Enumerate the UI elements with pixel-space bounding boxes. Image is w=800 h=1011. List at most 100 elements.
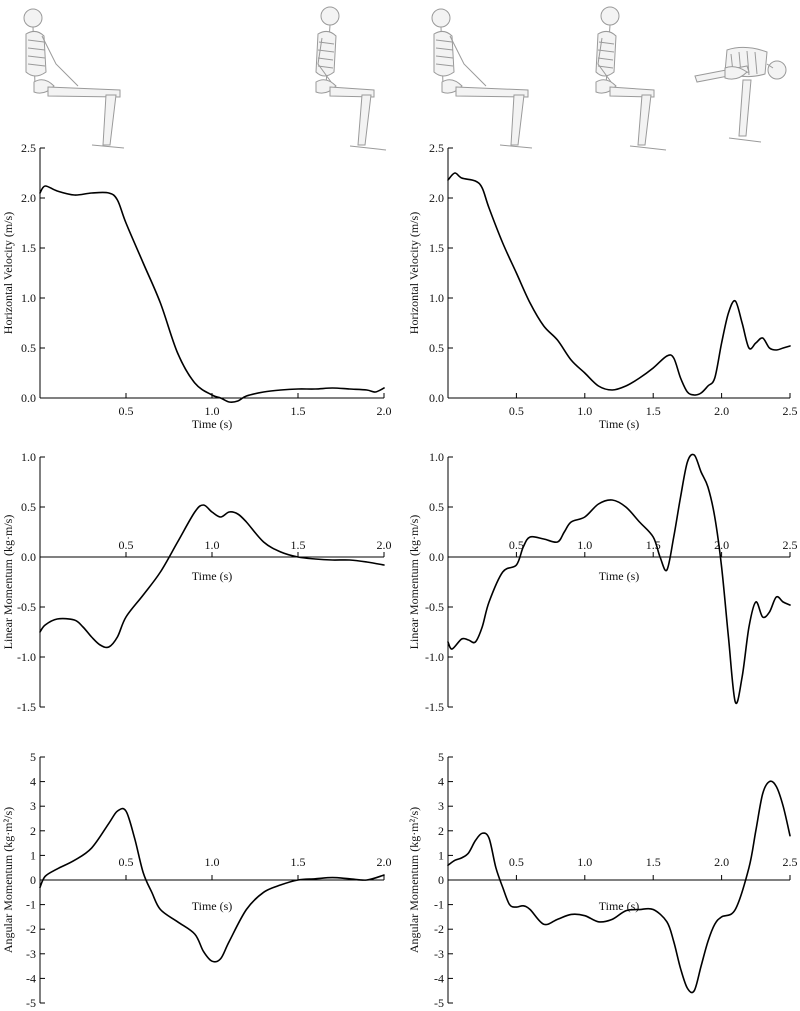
y-tick-label: 2.5 (429, 141, 444, 155)
y-tick-label: 0.0 (429, 550, 444, 564)
y-tick-label: -5 (434, 996, 444, 1010)
x-axis-title: Time (s) (599, 899, 640, 913)
x-tick-label: 0.5 (119, 855, 134, 869)
x-tick-label: 0.5 (509, 855, 524, 869)
y-tick-label: 1.5 (21, 241, 36, 255)
x-axis-title: Time (s) (192, 569, 233, 583)
x-tick-label: 1.5 (291, 538, 306, 552)
y-tick-label: 2.5 (21, 141, 36, 155)
x-tick-label: 1.0 (205, 855, 220, 869)
series-line (447, 780, 791, 994)
series-line (39, 504, 385, 649)
y-axis-title: Angular Momentum (kg·m²/s) (1, 807, 15, 953)
y-tick-label: 0 (438, 873, 444, 887)
y-axis-title: Linear Momentum (kg·m/s) (407, 515, 421, 650)
x-tick-label: 1.0 (205, 404, 220, 418)
y-tick-label: 5 (438, 750, 444, 764)
y-tick-label: 0.0 (429, 391, 444, 405)
y-tick-label: 2 (438, 824, 444, 838)
skeleton-sitting-icon (431, 8, 533, 149)
y-tick-label: 4 (438, 775, 444, 789)
y-tick-label: -3 (434, 947, 444, 961)
y-tick-label: -1.0 (17, 650, 36, 664)
y-axis-title: Horizontal Velocity (m/s) (407, 212, 421, 334)
chart-panel-right-middle: -1.5-1.0-0.50.00.51.00.5 1.0 1.5 2.0 2.5Time… (407, 450, 798, 714)
x-tick-label: 1.0 (577, 855, 592, 869)
y-tick-label: -0.5 (17, 600, 36, 614)
y-tick-label: -5 (26, 996, 36, 1010)
x-tick-label: 0.5 (119, 404, 134, 418)
chart-panel-left-bottom: -5 -4 -3 -2 -1 0 1 2 3 4 5 0.5 1.0 1.5 2.0 Time (s) Angu… (1, 750, 392, 1010)
y-tick-label: -1.5 (425, 700, 444, 714)
y-tick-label: 4 (30, 775, 36, 789)
skeleton-falling-icon (694, 46, 787, 143)
x-axis-title: Time (s) (599, 417, 640, 431)
y-tick-label: 1.5 (429, 241, 444, 255)
y-tick-label: 1.0 (429, 450, 444, 464)
y-tick-label: 1 (30, 848, 36, 862)
y-tick-label: 3 (438, 799, 444, 813)
chart-panel-right-top: 0.0 0.5 1.0 1.5 2.0 2.5 0.5 1.0 1.5 2.0 2.5 Time (s… (407, 141, 798, 431)
y-tick-label: -4 (26, 971, 36, 985)
y-tick-label: -1.0 (425, 650, 444, 664)
x-tick-label: 2.0 (714, 538, 729, 552)
y-tick-label: 2.0 (429, 191, 444, 205)
y-tick-label: -3 (26, 947, 36, 961)
y-tick-label: -2 (26, 922, 36, 936)
y-tick-label: -2 (434, 922, 444, 936)
y-tick-label: -1.5 (17, 700, 36, 714)
x-tick-label: 1.0 (205, 538, 220, 552)
y-tick-label: 0.0 (21, 391, 36, 405)
y-tick-label: 2 (30, 824, 36, 838)
y-axis-title: Horizontal Velocity (m/s) (1, 212, 15, 334)
x-axis-title: Time (s) (192, 417, 233, 431)
x-tick-label: 0.5 (509, 538, 524, 552)
y-axis-title: Linear Momentum (kg·m/s) (1, 515, 15, 650)
x-tick-label: 1.0 (577, 538, 592, 552)
x-tick-label: 2.5 (783, 538, 798, 552)
skeleton-sitting-icon (595, 6, 667, 151)
x-tick-label: 2.0 (714, 855, 729, 869)
x-tick-label: 2.5 (783, 404, 798, 418)
y-tick-label: 0.5 (21, 341, 36, 355)
chart-panel-right-bottom: -5 -4 -3 -2 -1 0 1 2 3 4 5 0.5 1.0 1.5 2.0 2.5 Time (s) A… (407, 750, 798, 1010)
x-tick-label: 2.0 (377, 538, 392, 552)
y-tick-label: 0.0 (21, 550, 36, 564)
skeleton-sitting-icon (315, 6, 387, 151)
y-tick-label: 0.5 (21, 500, 36, 514)
series-line (39, 185, 385, 403)
y-tick-label: 2.0 (21, 191, 36, 205)
x-tick-label: 1.0 (577, 404, 592, 418)
y-tick-label: -4 (434, 971, 444, 985)
x-axis-title: Time (s) (599, 569, 640, 583)
chart-panel-left-top: 0.0 0.5 1.0 1.5 2.0 2.5 0.5 1.0 1.5 2.0 Time (s) Ho… (1, 141, 392, 431)
x-tick-label: 2.0 (377, 404, 392, 418)
x-tick-label: 2.5 (783, 855, 798, 869)
y-tick-label: 0.5 (429, 500, 444, 514)
x-tick-label: 2.0 (377, 855, 392, 869)
y-tick-label: 3 (30, 799, 36, 813)
series-line (447, 453, 791, 705)
y-axis-title: Angular Momentum (kg·m²/s) (407, 807, 421, 953)
x-axis-title: Time (s) (192, 899, 233, 913)
x-tick-label: 1.5 (646, 404, 661, 418)
y-tick-label: -1 (26, 898, 36, 912)
y-tick-label: 1.0 (21, 291, 36, 305)
x-tick-label: 0.5 (509, 404, 524, 418)
chart-panels: 0.0 0.5 1.0 1.5 2.0 2.5 0.5 1.0 1.5 2.0 Time (s) Ho… (1, 141, 798, 1010)
series-line (447, 172, 791, 396)
x-tick-label: 0.5 (119, 538, 134, 552)
chart-panel-left-middle: -1.5 -1.0 -0.5 0.0 0.5 1.0 0.5 1.0 1.5 2.0 Time (s… (1, 450, 392, 714)
x-tick-label: 1.5 (646, 855, 661, 869)
y-tick-label: 0 (30, 873, 36, 887)
skeleton-sitting-icon (23, 8, 125, 149)
series-line (39, 807, 385, 963)
x-tick-label: 1.5 (291, 855, 306, 869)
y-tick-label: 0.5 (429, 341, 444, 355)
y-tick-label: 5 (30, 750, 36, 764)
y-tick-label: 1 (438, 848, 444, 862)
y-tick-label: -0.5 (425, 600, 444, 614)
x-tick-label: 2.0 (714, 404, 729, 418)
